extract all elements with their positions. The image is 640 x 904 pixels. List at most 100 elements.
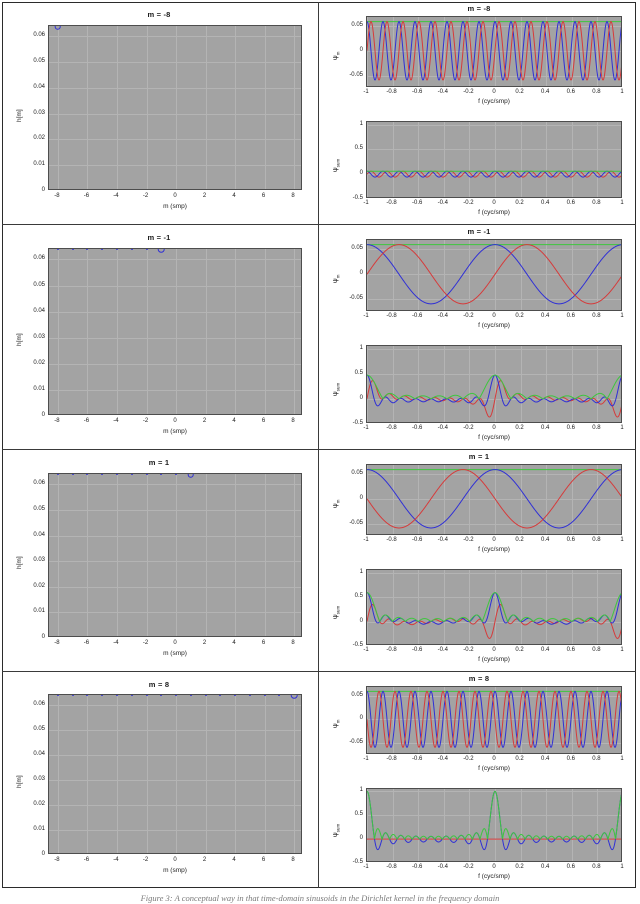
gridline-vertical <box>469 789 471 861</box>
y-tick-label: 0 <box>359 170 363 177</box>
x-tick-label: 0.4 <box>541 89 550 95</box>
x-tick-label: -0.2 <box>463 200 474 206</box>
x-tick-label: -0.6 <box>412 756 423 762</box>
psi-sum-magnitude-curve <box>367 790 621 841</box>
gridline-horizontal <box>367 274 621 276</box>
x-tick-label: 0.4 <box>541 537 550 543</box>
x-tick-label: -1 <box>363 313 369 319</box>
gridline-horizontal <box>367 597 621 598</box>
x-tick-label: 0.6 <box>566 425 575 431</box>
plot-area <box>48 248 302 415</box>
y-tick-label: 0.06 <box>33 255 45 262</box>
x-tick-label: -0.2 <box>463 89 474 95</box>
psi-subscript: m <box>335 719 341 724</box>
gridline-vertical <box>495 570 496 644</box>
time-domain-panel: m = 8 -8 -6 -4 -2 0 2 4 6 8 0 0.01 0.02 0.03 0.04 0.05 0… <box>0 672 318 888</box>
y-axis-label: ψm <box>332 720 340 728</box>
stem-head <box>248 695 251 696</box>
x-tick-label: -1 <box>363 647 369 653</box>
y-tick-label: 0.05 <box>351 469 363 476</box>
gridline-vertical <box>597 789 599 861</box>
gridline-vertical <box>392 570 394 644</box>
x-tick-label: 6 <box>261 640 266 646</box>
y-tick-label: 0.02 <box>33 801 45 807</box>
gridline-vertical <box>205 249 207 414</box>
panel-title: m = 1 <box>468 452 490 461</box>
y-tick-label: 0.01 <box>33 385 45 392</box>
gridline-horizontal <box>49 535 301 537</box>
frequency-domain-cell: m = 1 -1 -0.8 -0.6 -0.4 -0.2 0 0.2 0.4 0.6 0.8 1 -0.… <box>318 450 640 671</box>
x-tick-label: 0.4 <box>541 647 550 653</box>
plot-row: m = -8 -8 -6 -4 -2 0 2 4 6 8 0 0.01 0.02 0.03 0.04 0.05… <box>0 2 640 224</box>
gridline-vertical <box>546 789 548 861</box>
x-tick-label: 0.8 <box>592 425 601 431</box>
gridline-horizontal <box>49 780 301 781</box>
plot-area <box>366 121 622 198</box>
y-tick-label: -0.05 <box>349 295 363 302</box>
psi-sum-magnitude-curve <box>367 374 621 400</box>
y-tick-label: 0.5 <box>354 593 363 599</box>
stem-head <box>160 695 163 696</box>
y-tick-label: 0.06 <box>33 32 45 39</box>
stem-head <box>115 474 118 475</box>
x-tick-label: -0.8 <box>386 200 397 206</box>
stem-head <box>219 695 222 696</box>
gridline-horizontal <box>367 124 621 126</box>
gridline-vertical <box>116 249 118 414</box>
x-tick-label: 0.2 <box>515 756 524 762</box>
psi-sum-real-curve <box>367 790 621 851</box>
x-tick-label: -0.8 <box>386 313 397 319</box>
y-axis-label: ψm <box>332 275 340 283</box>
gridline-horizontal <box>49 285 301 287</box>
y-axis-label: h[m] <box>16 775 23 788</box>
x-tick-label: -8 <box>54 857 60 863</box>
y-tick-label: 0.5 <box>354 369 363 376</box>
x-axis-label: m (smp) <box>163 867 187 874</box>
gridline-vertical <box>176 695 177 853</box>
x-tick-label: 1 <box>620 89 624 95</box>
gridline-horizontal <box>49 113 301 115</box>
y-tick-label: 0 <box>41 412 45 418</box>
x-tick-label: -6 <box>83 640 90 646</box>
psi-m-panel: m = -8 -1 -0.8 -0.6 -0.4 -0.2 0 0.2 0.4 0.6 0.8 1 -0… <box>318 2 640 113</box>
x-tick-label: 0 <box>492 200 496 206</box>
psi-sum-curves <box>367 170 621 178</box>
x-tick-label: -0.2 <box>463 313 474 319</box>
gridline-vertical <box>294 474 296 636</box>
x-tick-label: -0.6 <box>412 313 423 319</box>
x-axis-label: f (cyc/smp) <box>478 322 510 329</box>
x-tick-label: 2 <box>202 193 207 199</box>
plot-row: m = -1 -8 -6 -4 -2 0 2 4 6 8 0 0.01 0.02 0.03 0.04 0.05… <box>0 225 640 449</box>
x-tick-label: 0.8 <box>592 200 601 206</box>
x-tick-label: 0.4 <box>541 864 550 870</box>
y-tick-label: 0.05 <box>351 21 363 28</box>
plot-area <box>366 345 622 423</box>
time-domain-panel: m = 1 -8 -6 -4 -2 0 2 4 6 8 0 0.01 0.02 0.03 0.04 0.05 0… <box>0 450 318 671</box>
gridline-vertical <box>367 789 368 861</box>
gridline-vertical <box>264 474 266 636</box>
gridline-horizontal <box>49 586 301 588</box>
gridline-vertical <box>418 789 420 861</box>
x-tick-label: 0.2 <box>515 89 524 95</box>
gridline-vertical <box>294 249 296 414</box>
x-tick-label: 6 <box>261 857 266 863</box>
x-tick-label: 0 <box>173 857 177 863</box>
y-tick-label: -0.5 <box>352 642 363 648</box>
gridline-vertical <box>264 26 266 189</box>
plot-area <box>48 473 302 637</box>
y-tick-label: 0.05 <box>33 726 45 732</box>
y-tick-label: 0.06 <box>33 701 45 707</box>
gridline-horizontal <box>49 337 301 339</box>
row-divider-1 <box>2 224 636 225</box>
x-tick-label: -6 <box>83 418 90 424</box>
stem-head <box>130 474 133 475</box>
x-tick-label: -0.2 <box>463 647 474 653</box>
x-tick-label: -0.8 <box>386 89 397 95</box>
psi-sin-curve <box>367 690 621 748</box>
x-tick-label: -0.6 <box>412 425 423 431</box>
x-tick-label: 0 <box>492 864 496 870</box>
y-tick-label: 0 <box>359 835 363 842</box>
x-tick-label: 0.2 <box>515 200 524 206</box>
gridline-horizontal <box>49 830 301 831</box>
y-axis-label: h[m] <box>16 556 23 569</box>
